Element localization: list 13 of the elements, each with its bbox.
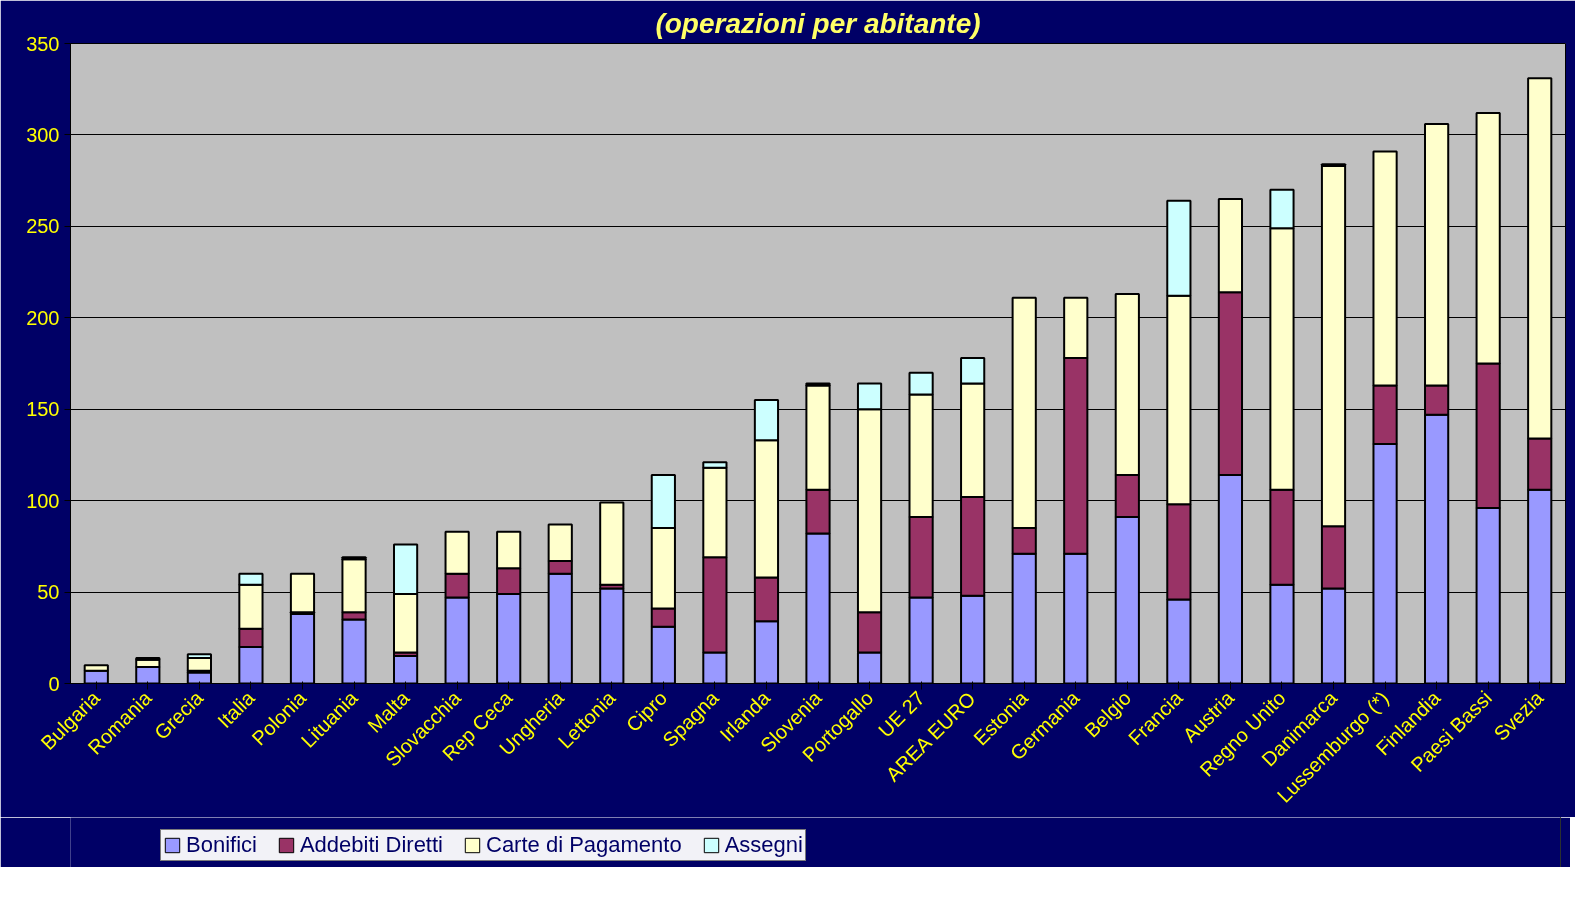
- y-tick-label: 250: [26, 215, 60, 238]
- y-tick-label: 150: [26, 398, 60, 421]
- y-tick-label: 0: [48, 672, 60, 695]
- legend-label: Assegni: [724, 832, 803, 858]
- legend-label: Carte di Pagamento: [486, 832, 682, 858]
- y-tick-label: 300: [26, 123, 60, 146]
- legend-label: Bonifici: [186, 832, 257, 858]
- y-tick-label: 50: [37, 581, 60, 604]
- chart-title: (operazioni per abitante): [655, 7, 981, 39]
- y-tick-label: 200: [26, 306, 60, 329]
- y-tick-label: 350: [26, 32, 60, 55]
- y-tick-label: 100: [26, 489, 60, 512]
- legend-label: Addebiti Diretti: [299, 832, 443, 858]
